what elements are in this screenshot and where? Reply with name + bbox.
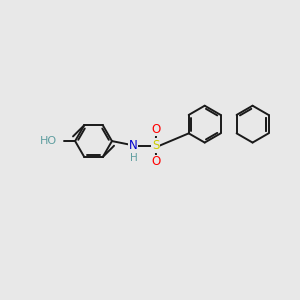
- Text: O: O: [152, 123, 161, 136]
- Text: H: H: [130, 153, 137, 163]
- Text: S: S: [152, 139, 159, 152]
- Text: HO: HO: [40, 136, 57, 146]
- Text: O: O: [152, 155, 161, 168]
- Text: N: N: [129, 139, 138, 152]
